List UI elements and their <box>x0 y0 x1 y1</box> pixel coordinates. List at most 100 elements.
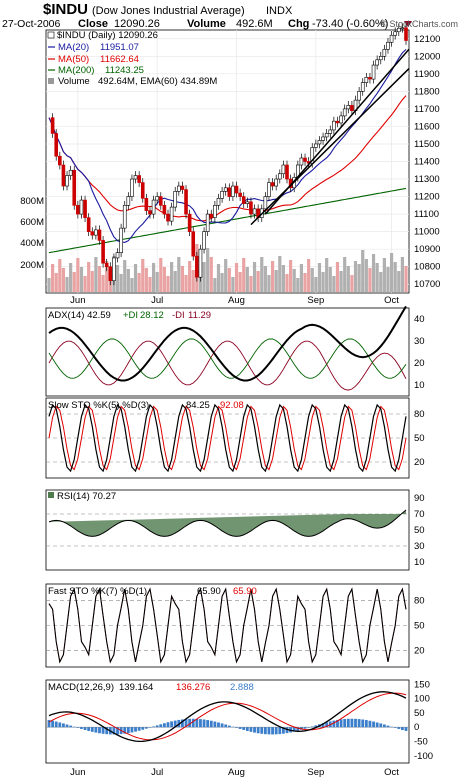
candle-body <box>252 208 257 215</box>
legend-volume-name: Volume <box>58 76 90 87</box>
macd-histogram-bar <box>130 727 134 733</box>
volume-bar <box>299 264 304 292</box>
ma50-line <box>48 95 407 222</box>
volume-bar <box>79 267 84 292</box>
volume-bar <box>386 267 390 292</box>
candle-body <box>375 59 379 66</box>
macd-histogram-bar <box>155 725 159 728</box>
candle-body <box>112 257 116 282</box>
macd-histogram-bar <box>263 727 267 735</box>
candle-body <box>155 196 159 201</box>
macd-histogram-bar <box>90 727 94 732</box>
plus-di-line <box>48 338 407 379</box>
candle-body <box>61 164 66 187</box>
macd-histogram-bar <box>54 721 58 728</box>
macd-histogram-bar <box>98 727 101 734</box>
macd-histogram-bar <box>94 727 98 733</box>
volume-bar <box>400 257 404 292</box>
macd-histogram-bar <box>144 727 148 729</box>
chg-label: Chg <box>288 18 309 30</box>
fast-sto-d-value: 65.90 <box>233 586 257 597</box>
volume-bar <box>242 258 246 292</box>
month-label: Oct <box>384 295 399 306</box>
close-label: Close <box>78 18 108 30</box>
volume-bar <box>184 275 188 292</box>
macd-histogram-bar <box>278 727 282 735</box>
minus-di-name: -DI <box>172 310 185 321</box>
candle-body <box>285 164 289 180</box>
macd-histogram-bar <box>332 720 336 728</box>
candle-body <box>346 105 351 110</box>
slow-sto-k-line <box>48 403 407 473</box>
volume-bar <box>58 259 62 292</box>
volume-bar <box>339 271 343 292</box>
macd-histogram-bar <box>346 718 350 728</box>
close-value: 12090.26 <box>114 18 160 30</box>
macd-histogram-bar <box>217 722 220 728</box>
candle-body <box>270 182 275 187</box>
volume-bar <box>83 276 87 292</box>
volume-bar <box>144 268 148 292</box>
volume-bar <box>332 276 336 292</box>
volume-bar <box>105 261 109 292</box>
macd-histogram-bar <box>116 727 119 735</box>
volume-bar <box>220 273 224 292</box>
fast-sto-tick-label: 50 <box>414 621 425 632</box>
candle-body <box>281 164 286 175</box>
macd-histogram-bar <box>162 723 166 728</box>
volume-bar <box>90 271 94 292</box>
volume-bar <box>307 259 311 292</box>
adx-panel <box>45 307 410 397</box>
volume-bar <box>371 254 376 292</box>
volume-bar <box>137 273 141 292</box>
candle-body <box>119 227 123 253</box>
macd-histogram-bar <box>170 721 174 728</box>
macd-histogram-bar <box>361 719 365 728</box>
volume-bar <box>346 266 350 292</box>
volume-bar <box>126 269 130 292</box>
volume-bar <box>115 265 120 292</box>
volume-bar <box>51 264 55 292</box>
macd-histogram-bar <box>69 725 73 728</box>
volume-bar <box>314 277 318 292</box>
macd-panel <box>45 679 410 764</box>
rsi-tick-label: 70 <box>414 509 425 520</box>
volume-bar <box>238 272 242 292</box>
macd-histogram-bar <box>310 726 314 728</box>
price-tick-label: 11100 <box>414 209 439 220</box>
price-tick-label: 11700 <box>414 104 440 115</box>
volume-bar <box>263 266 267 292</box>
macd-legend: MACD(12,26,9) 139.164 136.276 2.888 <box>48 682 254 693</box>
slow-sto-tick-label: 80 <box>414 409 425 420</box>
price-gridlines <box>46 30 409 293</box>
candle-body <box>101 240 105 264</box>
macd-histogram-bar <box>357 719 361 728</box>
macd-histogram-bar <box>184 719 188 728</box>
macd-histogram-bar <box>87 727 91 731</box>
macd-histogram-bar <box>227 725 231 728</box>
macd-histogram-bar <box>256 727 260 734</box>
volume-bar <box>224 259 228 292</box>
legend-ma200-value: 11243.25 <box>105 65 144 76</box>
candle-body <box>339 115 343 124</box>
macd-histogram-bar <box>213 721 217 728</box>
volume-bar <box>159 258 163 292</box>
volume-bar <box>364 259 368 292</box>
candle-body <box>332 120 336 131</box>
adx-tick-label: 30 <box>414 336 425 347</box>
macd-histogram-bar <box>224 724 228 728</box>
volume-bar <box>379 272 383 292</box>
chart-exchange: INDX <box>266 5 293 17</box>
price-legend: $INDU (Daily) 12090.26 MA(20) 11951.07 M… <box>47 30 217 87</box>
chart-name: (Dow Jones Industrial Average) <box>92 5 245 17</box>
candle-body <box>231 185 235 197</box>
volume-bar <box>267 275 271 292</box>
macd-tick-label: 100 <box>414 694 430 705</box>
volume-bar <box>151 263 156 292</box>
price-axis: 10700 10800 10900 11000 11100 11200 11300 11400… <box>20 34 440 306</box>
watermark: © StockCharts.com <box>380 19 458 29</box>
macd-line <box>48 691 407 743</box>
candle-body <box>277 173 282 180</box>
down-arrow-icon <box>404 21 412 27</box>
volume-bar <box>368 268 372 292</box>
